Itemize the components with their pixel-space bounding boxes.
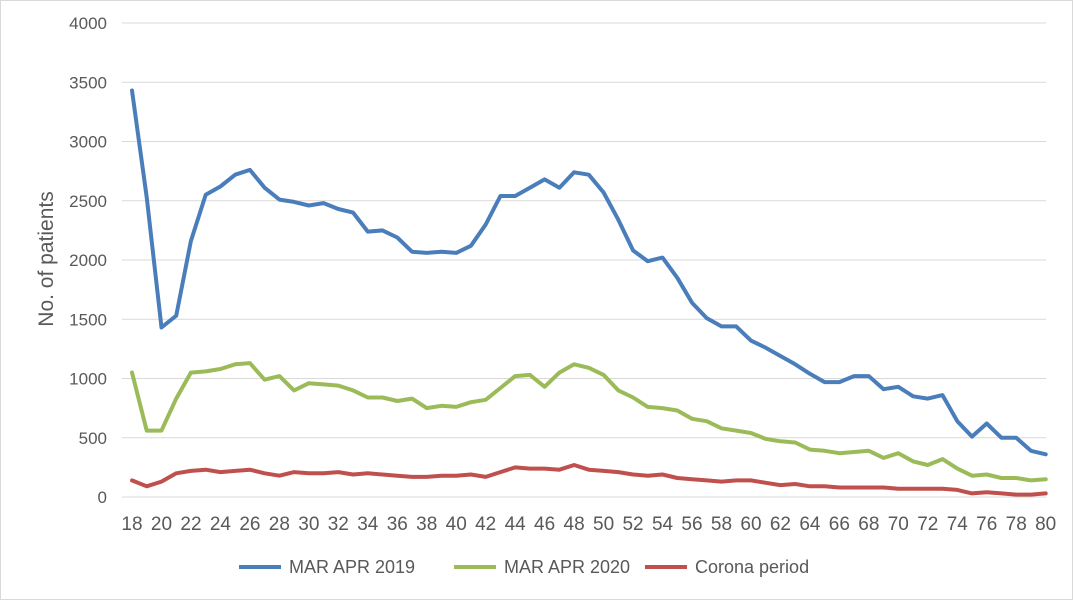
x-tick-label: 68 [858,514,879,535]
x-tick-label: 22 [180,514,201,535]
x-tick-label: 34 [357,514,379,535]
y-tick-label: 3000 [69,133,107,152]
legend: MAR APR 2019 MAR APR 2020 Corona period [239,557,809,577]
x-tick-label: 18 [121,514,142,535]
x-tick-label: 58 [711,514,732,535]
x-tick-label: 64 [799,514,821,535]
y-tick-label: 1500 [69,310,107,329]
x-tick-label: 76 [976,514,997,535]
x-tick-label: 26 [239,514,260,535]
y-tick-label: 2500 [69,192,107,211]
x-tick-label: 56 [681,514,702,535]
x-tick-label: 50 [593,514,614,535]
x-tick-label: 20 [151,514,172,535]
x-tick-label: 42 [475,514,496,535]
x-tick-label: 74 [947,514,969,535]
x-tick-label: 80 [1035,514,1056,535]
x-tick-label: 44 [505,514,527,535]
y-tick-label: 4000 [69,14,107,33]
series-lines [130,88,1048,497]
legend-label: MAR APR 2019 [289,557,415,577]
y-axis-title: No. of patients [35,191,58,326]
y-axis-tick-labels: 0 500 1000 1500 2000 2500 3000 3500 4000 [69,14,107,507]
series-line-3 [130,463,1048,497]
x-tick-label: 30 [298,514,319,535]
y-tick-label: 500 [79,429,107,448]
x-tick-label: 32 [328,514,349,535]
series-line-1 [130,88,1048,457]
legend-label: MAR APR 2020 [504,557,630,577]
x-tick-label: 28 [269,514,290,535]
x-tick-label: 54 [652,514,674,535]
y-tick-label: 2000 [69,251,107,270]
gridlines [122,22,1046,498]
x-tick-label: 48 [564,514,585,535]
x-tick-label: 46 [534,514,555,535]
legend-label: Corona period [695,557,809,577]
x-tick-label: 70 [888,514,909,535]
x-tick-label: 38 [416,514,437,535]
x-axis-tick-labels: 18 20 22 24 26 28 30 32 34 36 38 40 42 44 46 48 50 52 54 56… [121,514,1056,535]
x-tick-label: 72 [917,514,938,535]
x-tick-label: 66 [829,514,850,535]
x-tick-label: 52 [622,514,643,535]
y-tick-label: 3500 [69,73,107,92]
x-tick-label: 36 [387,514,408,535]
x-tick-label: 78 [1006,514,1027,535]
x-tick-label: 40 [446,514,467,535]
series-line-2 [130,361,1048,483]
y-tick-label: 1000 [69,370,107,389]
x-tick-label: 60 [740,514,761,535]
y-tick-label: 0 [98,488,107,507]
x-tick-label: 62 [770,514,791,535]
x-tick-label: 24 [210,514,232,535]
